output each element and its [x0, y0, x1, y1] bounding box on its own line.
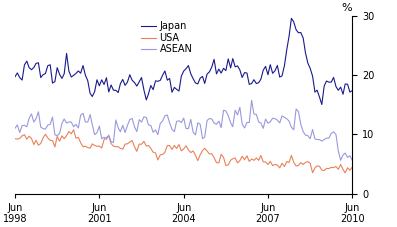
Legend: Japan, USA, ASEAN: Japan, USA, ASEAN — [137, 17, 197, 58]
Line: Japan: Japan — [15, 18, 352, 104]
Text: %: % — [342, 3, 352, 13]
Line: USA: USA — [15, 130, 352, 173]
Line: ASEAN: ASEAN — [15, 100, 352, 160]
